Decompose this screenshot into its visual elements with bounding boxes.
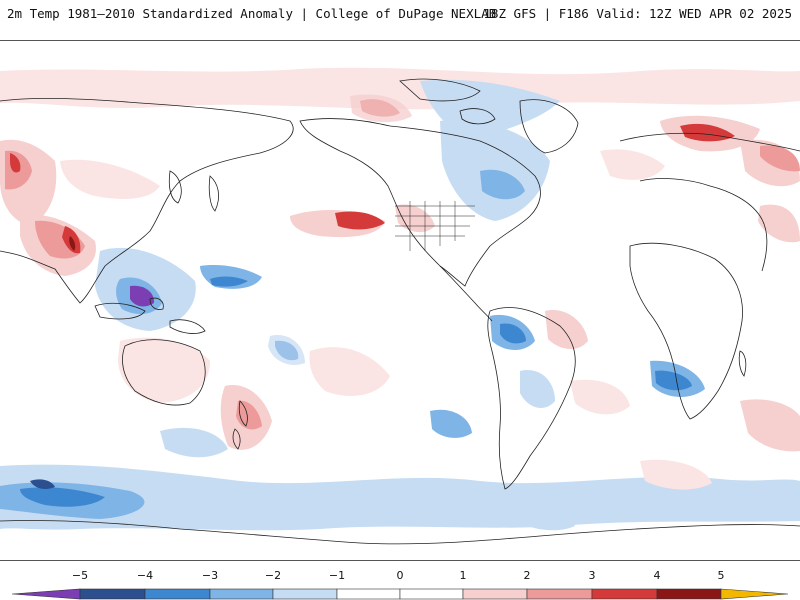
model-run-info: 18Z GFS | F186 Valid: 12Z WED APR 02 202…: [483, 6, 792, 21]
legend-segment-p1-p2: [462, 588, 528, 600]
anomaly-map: [0, 40, 800, 561]
legend-tick-0: 0: [397, 569, 404, 582]
legend-segment-m1-0: [336, 588, 401, 600]
legend-tick-minus2: −2: [265, 569, 281, 582]
color-scale-legend: −5 −4 −3 −2 −1 0 1 2 3 4 5: [0, 568, 800, 600]
legend-segment-lt-minus5: [11, 588, 81, 600]
header-bar: 2m Temp 1981–2010 Standardized Anomaly |…: [0, 0, 800, 40]
map-title: 2m Temp 1981–2010 Standardized Anomaly |…: [7, 6, 497, 21]
anomaly-shading: [0, 67, 800, 531]
legend-segment-m4-m3: [144, 588, 211, 600]
coastlines: [0, 78, 800, 545]
legend-tick-minus5: −5: [72, 569, 88, 582]
legend-tick-3: 3: [589, 569, 596, 582]
legend-tick-1: 1: [460, 569, 467, 582]
legend-segment-p4-p5: [656, 588, 722, 600]
legend-tick-minus1: −1: [329, 569, 345, 582]
legend-segment-m3-m2: [209, 588, 274, 600]
legend-segment-p2-p3: [526, 588, 593, 600]
legend-tick-2: 2: [524, 569, 531, 582]
legend-segment-gt-p5: [720, 588, 789, 600]
legend-segment-p3-p4: [591, 588, 658, 600]
legend-tick-minus4: −4: [137, 569, 153, 582]
legend-tick-4: 4: [654, 569, 661, 582]
legend-tick-minus3: −3: [202, 569, 218, 582]
legend-segment-m5-m4: [79, 588, 146, 600]
map-svg: [0, 67, 800, 545]
legend-tick-5: 5: [718, 569, 725, 582]
legend-svg: −5 −4 −3 −2 −1 0 1 2 3 4 5: [11, 569, 789, 600]
legend-segment-0-p1: [399, 588, 464, 600]
legend-segment-m2-m1: [272, 588, 338, 600]
